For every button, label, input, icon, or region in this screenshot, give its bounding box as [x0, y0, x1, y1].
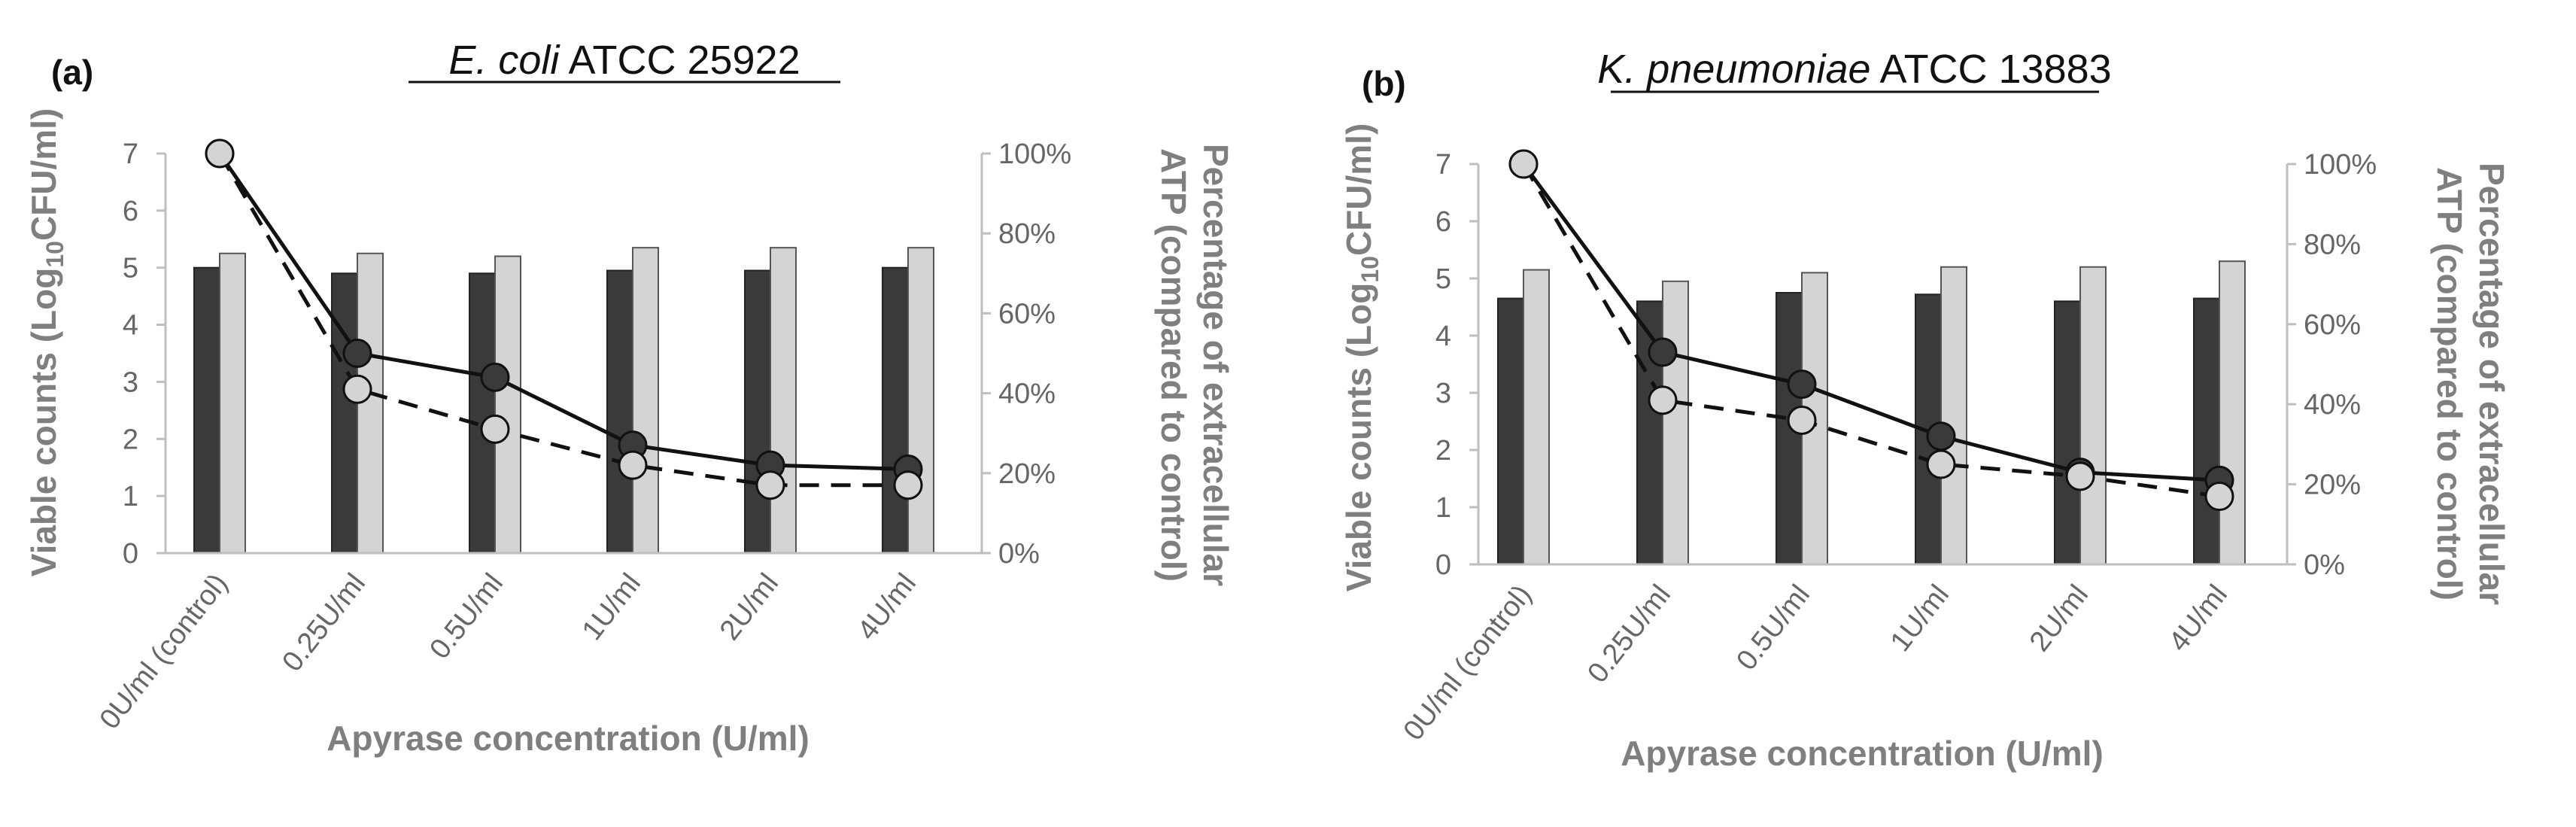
y2-tick-label: 100%	[998, 138, 1071, 170]
x-axis-label: Apyrase concentration (U/ml)	[1621, 734, 2104, 773]
bar-light	[2079, 266, 2107, 565]
atp-line-solid	[1521, 163, 2220, 482]
bar-dark	[882, 266, 909, 554]
y2-tick-label: 0%	[998, 538, 1040, 570]
marker-solid-series	[342, 339, 372, 368]
y-tick-label: 4	[1435, 321, 1451, 352]
bar-light	[1940, 266, 1967, 565]
bar-light	[632, 247, 659, 554]
y-tick-label: 1	[1435, 492, 1451, 524]
y-tick-label: 5	[1435, 263, 1451, 295]
y-tick-label: 2	[123, 424, 138, 455]
bar-dark	[2193, 297, 2220, 565]
x-tick-label: 1U/ml	[576, 568, 647, 646]
panel-label: (b)	[1362, 64, 1406, 103]
y2-tick-label: 80%	[998, 218, 1056, 250]
marker-dashed-series	[205, 138, 235, 169]
bar-light	[770, 247, 797, 554]
x-tick-label: 4U/ml	[852, 568, 922, 646]
marker-dashed-series	[1926, 449, 1956, 479]
bar-dark	[331, 272, 358, 554]
marker-dashed-series	[755, 470, 785, 500]
bar-dark	[744, 269, 771, 554]
marker-dashed-series	[1648, 385, 1678, 415]
atp-line-dashed	[217, 152, 908, 488]
y-tick-label: 2	[1435, 435, 1451, 467]
marker-solid-series	[480, 362, 510, 392]
bar-light	[1662, 280, 1689, 565]
bar-dark	[1497, 297, 1524, 565]
marker-dashed-series	[2065, 461, 2095, 491]
y-tick-label: 0	[1435, 549, 1451, 581]
y2-tick-label: 40%	[998, 379, 1056, 410]
marker-dashed-series	[893, 470, 923, 500]
y-tick-label: 1	[123, 481, 138, 512]
y2-axis-label: Percentage of extracellularATP (compared…	[1154, 144, 1235, 586]
bar-dark	[469, 272, 496, 554]
y2-tick-label: 40%	[2304, 389, 2361, 421]
y-tick-label: 3	[123, 366, 138, 398]
bar-light	[907, 247, 934, 554]
chart-panel-a: (a) E. coli ATCC 25922 Viable counts (Lo…	[24, 38, 1235, 758]
bar-light	[1523, 269, 1550, 565]
marker-dashed-series	[480, 414, 510, 444]
x-tick-label: 0U/ml (control)	[1398, 579, 1538, 746]
bar-dark	[606, 269, 633, 554]
marker-solid-series	[1787, 369, 1817, 400]
y-tick-label: 4	[123, 310, 138, 342]
y-tick-label: 5	[123, 253, 138, 284]
y-tick-label: 3	[1435, 378, 1451, 409]
y2-tick-label: 20%	[998, 458, 1056, 490]
x-axis-label: Apyrase concentration (U/ml)	[327, 719, 810, 758]
x-tick-label: 0.25U/ml	[276, 568, 372, 678]
y-axis-label: Viable counts (Log10CFU/ml)	[24, 108, 68, 577]
y2-tick-label: 60%	[998, 298, 1056, 330]
y2-tick-label: 20%	[2304, 470, 2361, 501]
marker-dashed-series	[342, 374, 372, 404]
y2-tick-label: 60%	[2304, 309, 2361, 341]
panel-label: (a)	[51, 53, 93, 92]
y-tick-label: 7	[123, 138, 138, 170]
y-tick-label: 0	[123, 538, 138, 570]
y2-axis-label: Percentage of extracellularATP (compared…	[2430, 163, 2511, 605]
atp-line-dashed	[1521, 163, 2220, 499]
y2-tick-label: 0%	[2304, 549, 2345, 581]
y-tick-label: 7	[1435, 149, 1451, 181]
x-tick-label: 0.25U/ml	[1581, 579, 1677, 689]
bar-dark	[193, 266, 220, 554]
marker-solid-series	[1648, 337, 1678, 367]
x-tick-label: 1U/ml	[1885, 579, 1955, 658]
y-axis-label: Viable counts (Log10CFU/ml)	[1339, 123, 1384, 592]
marker-dashed-series	[2204, 482, 2234, 512]
x-tick-label: 4U/ml	[2163, 579, 2234, 658]
x-tick-label: 0.5U/ml	[424, 568, 509, 665]
bar-dark	[2054, 300, 2081, 565]
chart-title: K. pneumoniae ATCC 13883	[1597, 47, 2111, 92]
atp-line-solid	[217, 152, 909, 471]
x-tick-label: 2U/ml	[714, 568, 785, 646]
y-tick-label: 6	[1435, 206, 1451, 238]
y2-tick-label: 100%	[2304, 149, 2377, 181]
bar-light	[2219, 260, 2246, 565]
chart-title: E. coli ATCC 25922	[448, 38, 800, 83]
x-tick-label: 0.5U/ml	[1730, 579, 1816, 676]
marker-dashed-series	[618, 450, 648, 480]
marker-solid-series	[1926, 421, 1956, 452]
bar-light	[494, 255, 521, 554]
y2-tick-label: 80%	[2304, 229, 2361, 260]
chart-panel-b: (b) K. pneumoniae ATCC 13883 Viable coun…	[1339, 47, 2511, 773]
marker-dashed-series	[1508, 149, 1539, 179]
x-tick-label: 2U/ml	[2024, 579, 2095, 658]
bar-light	[219, 252, 246, 554]
marker-dashed-series	[1787, 405, 1817, 435]
y-tick-label: 6	[123, 196, 138, 227]
x-tick-label: 0U/ml (control)	[94, 568, 234, 735]
